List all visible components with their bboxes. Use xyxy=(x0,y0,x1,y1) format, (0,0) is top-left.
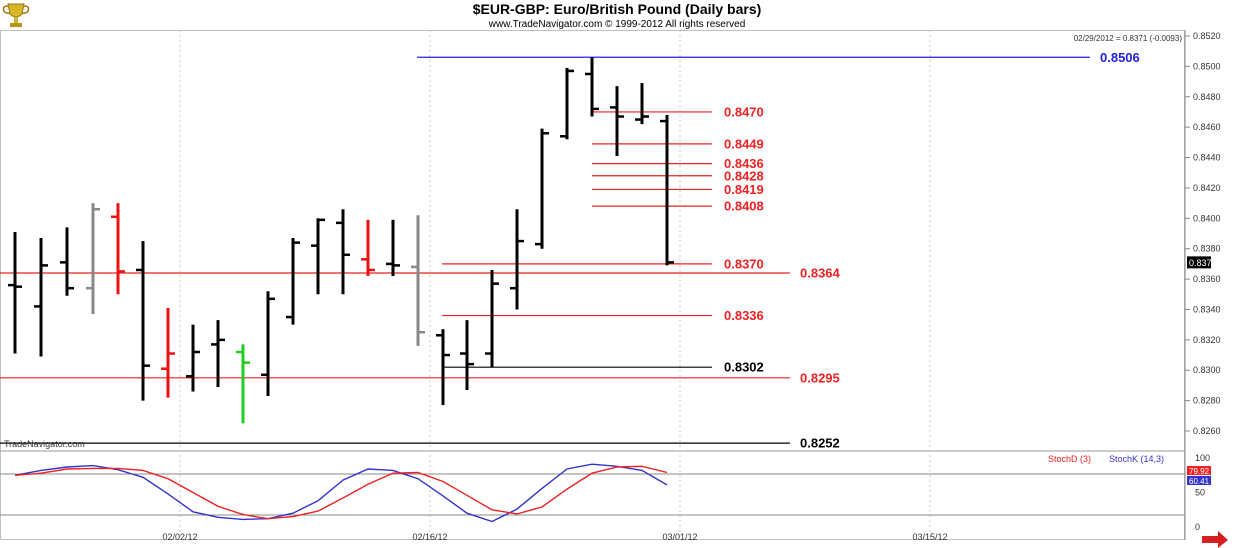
legend-stochd: StochD (3) xyxy=(1048,454,1091,464)
stoch-tick-label: 100 xyxy=(1195,453,1210,463)
price-tick-label: 0.8260 xyxy=(1193,426,1221,436)
price-tick-label: 0.8460 xyxy=(1193,122,1221,132)
stoch-tick-label: 50 xyxy=(1195,488,1205,498)
trophy-logo-icon xyxy=(2,3,30,27)
ohlc-bar xyxy=(510,209,524,310)
stoch-grid xyxy=(0,473,1185,516)
ohlc-bar xyxy=(136,241,150,401)
legend-stochk: StochK (14,3) xyxy=(1109,454,1164,464)
ohlc-bar xyxy=(8,231,22,354)
ohlc-bar xyxy=(261,291,275,397)
date-tick-label: 03/15/12 xyxy=(912,532,947,542)
price-tick-label: 0.8480 xyxy=(1193,92,1221,102)
level-label: 0.8449 xyxy=(724,136,764,151)
ohlc-bar xyxy=(411,215,425,346)
price-tick-label: 0.8360 xyxy=(1193,274,1221,284)
ohlc-bar xyxy=(311,218,325,295)
ohlc-bar xyxy=(336,209,350,295)
date-axis: 02/02/12 02/16/12 03/01/12 03/15/12 xyxy=(162,532,947,542)
last-price-box: 0.8371 xyxy=(1187,256,1217,269)
level-label: 0.8370 xyxy=(724,256,764,271)
date-tick-label: 02/16/12 xyxy=(412,532,447,542)
level-label: 0.8252 xyxy=(800,436,840,451)
ohlc-bar xyxy=(60,227,74,296)
ohlc-bar xyxy=(211,320,225,387)
ohlc-bar xyxy=(86,203,100,315)
chart-subtitle: www.TradeNavigator.com © 1999-2012 All r… xyxy=(488,19,746,30)
ohlc-bar xyxy=(585,57,599,117)
ohlc-bar xyxy=(660,115,674,266)
ohlc-bar xyxy=(460,320,474,390)
ohlc-bar xyxy=(361,219,375,277)
stoch-series-line xyxy=(14,465,668,520)
ohlc-bar xyxy=(186,324,200,392)
ohlc-bar xyxy=(34,238,48,357)
price-tick-label: 0.8380 xyxy=(1193,244,1221,254)
level-label: 0.8364 xyxy=(800,266,841,281)
chart-title: $EUR-GBP: Euro/British Pound (Daily bars… xyxy=(473,1,762,17)
price-tick-label: 0.8280 xyxy=(1193,396,1221,406)
ohlc-bar xyxy=(436,329,450,406)
right-arrow-icon[interactable] xyxy=(1202,531,1228,548)
price-axis: 0.8520 0.8500 0.8480 0.8460 0.8440 0.8420 0.84… xyxy=(1185,31,1221,436)
stochk-value-label: 60.41 xyxy=(1189,477,1210,486)
stoch-axis: 100 50 0 xyxy=(1195,453,1210,532)
price-tick-label: 0.8440 xyxy=(1193,153,1221,163)
ohlc-bar xyxy=(111,203,125,295)
date-tick-label: 03/01/12 xyxy=(662,532,697,542)
ohlc-bar xyxy=(535,128,549,249)
ohlc-bar xyxy=(560,67,574,140)
last-price-label: 0.8371 xyxy=(1189,258,1217,268)
price-tick-label: 0.8400 xyxy=(1193,213,1221,223)
level-label: 0.8336 xyxy=(724,308,764,323)
price-tick-label: 0.8340 xyxy=(1193,304,1221,314)
stoch-series-line xyxy=(14,463,668,523)
price-tick-label: 0.8300 xyxy=(1193,365,1221,375)
ohlc-bar xyxy=(386,219,400,277)
ohlc-bar xyxy=(236,344,250,424)
level-label: 0.8506 xyxy=(1100,50,1140,65)
stoch-tick-label: 0 xyxy=(1195,522,1200,532)
watermark-text: TradeNavigator.com xyxy=(4,439,85,449)
level-label: 0.8302 xyxy=(724,360,764,375)
price-tick-label: 0.8420 xyxy=(1193,183,1221,193)
level-label: 0.8408 xyxy=(724,199,764,214)
stoch-lines xyxy=(14,463,668,523)
level-label: 0.8428 xyxy=(724,168,764,183)
level-label: 0.8295 xyxy=(800,370,840,385)
ohlc-bar xyxy=(485,269,499,368)
date-tick-label: 02/02/12 xyxy=(162,532,197,542)
price-tick-label: 0.8320 xyxy=(1193,335,1221,345)
level-label: 0.8436 xyxy=(724,156,764,171)
ohlc-bar xyxy=(161,307,175,398)
ohlc-bar xyxy=(635,83,649,125)
ohlc-bar xyxy=(610,86,624,157)
level-label: 0.8470 xyxy=(724,104,764,119)
level-label: 0.8419 xyxy=(724,182,764,197)
last-quote-text: 02/29/2012 = 0.8371 (-0.0093) xyxy=(1074,34,1183,43)
ohlc-bar xyxy=(286,238,300,325)
price-tick-label: 0.8500 xyxy=(1193,61,1221,71)
ohlc-bars xyxy=(8,57,674,424)
stoch-value-boxes: 79.92 60.41 xyxy=(1187,466,1211,486)
stochd-value-label: 79.92 xyxy=(1189,467,1210,476)
price-tick-label: 0.8520 xyxy=(1193,31,1221,41)
